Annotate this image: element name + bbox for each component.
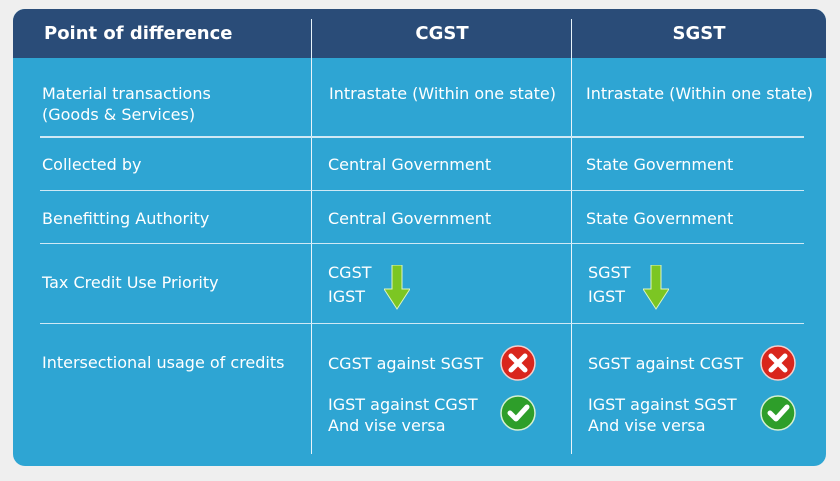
row-label-material-transactions: Material transactions (Goods & Services) bbox=[42, 83, 211, 125]
usage-line: IGST against CGST bbox=[328, 395, 478, 414]
check-icon bbox=[760, 395, 796, 431]
column-divider bbox=[571, 19, 572, 454]
priority-item: IGST bbox=[328, 287, 366, 306]
header-point-of-difference: Point of difference bbox=[44, 23, 233, 44]
igst-against-cgst: IGST against CGST And vise versa bbox=[328, 394, 478, 436]
sgst-priority-list: SGST IGST bbox=[588, 262, 630, 307]
row-divider bbox=[40, 136, 804, 138]
cgst-priority-list: CGST IGST bbox=[328, 262, 372, 307]
label-line: (Goods & Services) bbox=[42, 105, 196, 124]
down-arrow-icon bbox=[384, 265, 410, 310]
cross-icon bbox=[760, 345, 796, 381]
priority-item: CGST bbox=[328, 263, 372, 282]
cross-icon bbox=[500, 345, 536, 381]
igst-against-sgst: IGST against SGST And vise versa bbox=[588, 394, 737, 436]
row-divider bbox=[40, 190, 804, 191]
cgst-against-sgst: CGST against SGST bbox=[328, 354, 484, 373]
cgst-material-transactions: Intrastate (Within one state) bbox=[329, 84, 557, 103]
row-label-benefitting-authority: Benefitting Authority bbox=[42, 209, 210, 228]
column-divider bbox=[311, 19, 312, 454]
priority-item: SGST bbox=[588, 263, 631, 282]
comparison-table: Point of difference CGST SGST Material t… bbox=[13, 9, 826, 466]
usage-line: And vise versa bbox=[588, 416, 706, 435]
priority-item: IGST bbox=[588, 287, 626, 306]
row-label-collected-by: Collected by bbox=[42, 155, 142, 174]
cgst-benefitting-authority: Central Government bbox=[328, 209, 492, 228]
sgst-collected-by: State Government bbox=[586, 155, 734, 174]
header-cgst: CGST bbox=[415, 23, 469, 44]
sgst-material-transactions: Intrastate (Within one state) bbox=[586, 84, 814, 103]
sgst-against-cgst: SGST against CGST bbox=[588, 354, 744, 373]
table-header: Point of difference CGST SGST bbox=[13, 9, 826, 58]
cgst-collected-by: Central Government bbox=[328, 155, 492, 174]
down-arrow-icon bbox=[643, 265, 669, 310]
row-divider bbox=[40, 323, 804, 324]
header-sgst: SGST bbox=[672, 23, 726, 44]
label-line: Material transactions bbox=[42, 84, 211, 103]
usage-line: IGST against SGST bbox=[588, 395, 737, 414]
check-icon bbox=[500, 395, 536, 431]
sgst-benefitting-authority: State Government bbox=[586, 209, 734, 228]
row-divider bbox=[40, 243, 804, 244]
row-label-intersectional-usage: Intersectional usage of credits bbox=[42, 353, 285, 372]
usage-line: And vise versa bbox=[328, 416, 446, 435]
row-label-tax-credit-priority: Tax Credit Use Priority bbox=[42, 273, 219, 292]
